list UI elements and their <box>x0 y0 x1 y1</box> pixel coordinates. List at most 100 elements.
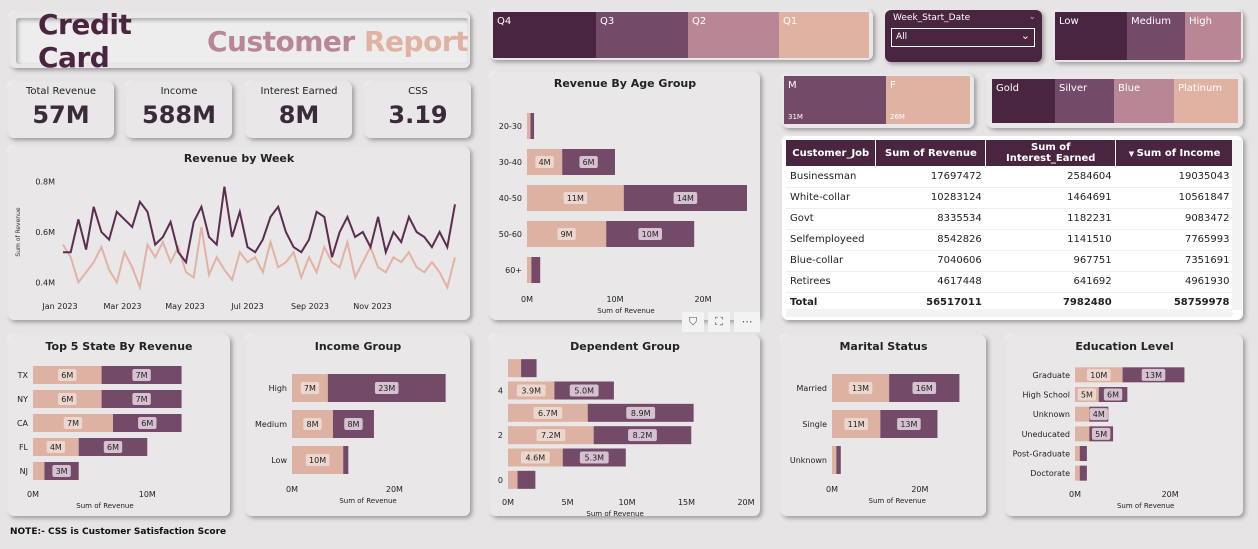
data-label-box <box>1141 368 1166 381</box>
y-tick-label: Uneducated <box>1022 430 1070 439</box>
data-label-box <box>628 429 657 442</box>
table-vertical-scrollbar[interactable] <box>1232 140 1242 310</box>
salary-high[interactable]: High <box>1185 12 1241 60</box>
data-label: 6M <box>141 419 153 428</box>
column-header[interactable]: Sum of Revenue <box>875 140 987 166</box>
data-label: 8M <box>347 420 359 429</box>
data-label-box <box>303 418 322 430</box>
table-cell: 4961930 <box>1115 271 1234 293</box>
data-label-box <box>844 418 868 430</box>
table-cell: 17697472 <box>875 166 986 188</box>
x-axis-label: Sum of Revenue <box>76 502 133 510</box>
data-label-box <box>897 418 921 430</box>
data-label: 7M <box>136 395 148 404</box>
quarter-q3[interactable]: Q3 <box>596 12 688 58</box>
focus-mode-icon[interactable]: ⛶ <box>708 312 730 332</box>
gender-value: 26M <box>890 113 905 121</box>
card-blue[interactable]: Blue <box>1114 79 1174 123</box>
chart-title: Revenue By Age Group <box>553 77 697 90</box>
revenue-by-week-chart: 0.4M 0.6M 0.8M Sum of Revenue Jan 2023 Mar 20… <box>15 178 456 311</box>
data-label-box <box>344 418 363 430</box>
bar <box>508 359 522 378</box>
quarter-q1[interactable]: Q1 <box>779 12 869 58</box>
quarter-slicer: Q4 Q3 Q2 Q1 <box>493 12 869 58</box>
data-label-box <box>58 393 77 405</box>
table-row: Businessman 17697472 2584604 19035043 <box>786 166 1234 188</box>
data-label-box <box>52 465 71 477</box>
bar <box>33 462 45 480</box>
kpi-label: Interest Earned <box>260 86 338 97</box>
y-tick-label: Unknown <box>790 456 827 465</box>
table-row: Selfemployeed 8542826 1141510 7765993 <box>786 229 1234 251</box>
kpi-income: Income 588M <box>126 82 232 138</box>
data-label-box <box>535 156 554 168</box>
week-start-date-dropdown[interactable]: All ⌄ <box>891 28 1035 47</box>
x-axis-label: Sum of Revenue <box>1117 502 1174 510</box>
data-label-box <box>63 417 83 429</box>
y-tick-label: 0.4M <box>35 278 55 287</box>
y-tick-label: Unknown <box>1033 410 1070 419</box>
gender-label: F <box>890 80 896 91</box>
data-label-box <box>579 451 609 464</box>
gender-m[interactable]: M 31M <box>784 76 886 124</box>
quarter-q4[interactable]: Q4 <box>493 12 596 58</box>
table-cell: 4617448 <box>875 271 986 293</box>
table-cell: 8335534 <box>875 208 986 230</box>
data-label: 4M <box>50 443 62 452</box>
title-part-3: Report <box>363 24 469 58</box>
data-label: 4M <box>1093 410 1105 419</box>
card-platinum[interactable]: Platinum <box>1174 79 1238 123</box>
y-tick-label: Low <box>271 456 287 465</box>
data-label: 6M <box>61 371 73 380</box>
data-label: 10M <box>1090 371 1107 380</box>
salary-low[interactable]: Low <box>1055 12 1127 60</box>
marital-status-chart: Married 13M 16M Single 11M 13M Unknown 0M 20M Sum… <box>790 374 960 505</box>
x-tick-label: 5M <box>562 498 574 507</box>
data-label-box <box>673 192 698 204</box>
kpi-label: Income <box>160 86 198 97</box>
card-category-slicer: Gold Silver Blue Platinum <box>992 79 1238 123</box>
data-label: 6M <box>583 158 595 167</box>
bar <box>836 446 841 474</box>
card-silver[interactable]: Silver <box>1055 79 1114 123</box>
data-label: 10M <box>309 456 326 465</box>
data-label: 5.3M <box>584 454 604 463</box>
title-part-1: Credit Card <box>38 8 132 74</box>
x-tick-label: 10M <box>606 295 623 304</box>
data-label: 11M <box>848 420 865 429</box>
data-label-box <box>132 393 151 405</box>
data-label: 13M <box>1145 371 1162 380</box>
kpi-value: 588M <box>142 101 216 129</box>
kpi-value: 57M <box>32 101 90 129</box>
column-header[interactable]: Sum of Interest_Earned <box>985 140 1117 166</box>
data-label-box <box>557 228 576 240</box>
gender-f[interactable]: F 26M <box>886 76 970 124</box>
x-tick-label: 15M <box>678 498 695 507</box>
state-card: Top 5 State By Revenue TX 6M 7M NY 6M 7M CA 7M 6… <box>8 335 230 516</box>
table-cell: 967751 <box>985 250 1116 272</box>
bar <box>343 446 349 474</box>
data-label: 10M <box>642 230 659 239</box>
y-tick-label: High School <box>1023 391 1071 400</box>
card-gold[interactable]: Gold <box>992 79 1055 123</box>
data-label-box <box>138 417 157 429</box>
table-cell: 1464691 <box>985 187 1116 209</box>
filter-icon[interactable]: ⛉ <box>682 312 704 332</box>
dropdown-value: All <box>896 32 908 42</box>
x-tick-label: Jul 2023 <box>230 302 264 311</box>
gender-label: M <box>788 80 797 91</box>
quarter-q2[interactable]: Q2 <box>688 12 779 58</box>
salary-medium[interactable]: Medium <box>1127 12 1185 60</box>
y-tick-label: TX <box>17 371 29 380</box>
gender-slicer-card: M 31M F 26M <box>782 74 974 128</box>
more-options-icon[interactable]: ⋯ <box>734 312 760 332</box>
y-tick-label: 60+ <box>505 266 522 275</box>
data-label: 8M <box>306 420 318 429</box>
gender-value: 31M <box>788 113 803 121</box>
bar <box>530 113 535 139</box>
column-header[interactable]: Customer_Job <box>786 140 877 166</box>
y-tick-label: 0.8M <box>35 178 55 187</box>
y-tick-label: Doctorate <box>1030 469 1070 478</box>
column-header-sorted[interactable]: ▼ Sum of Income <box>1115 140 1234 166</box>
table-horizontal-scrollbar[interactable] <box>786 309 1232 317</box>
